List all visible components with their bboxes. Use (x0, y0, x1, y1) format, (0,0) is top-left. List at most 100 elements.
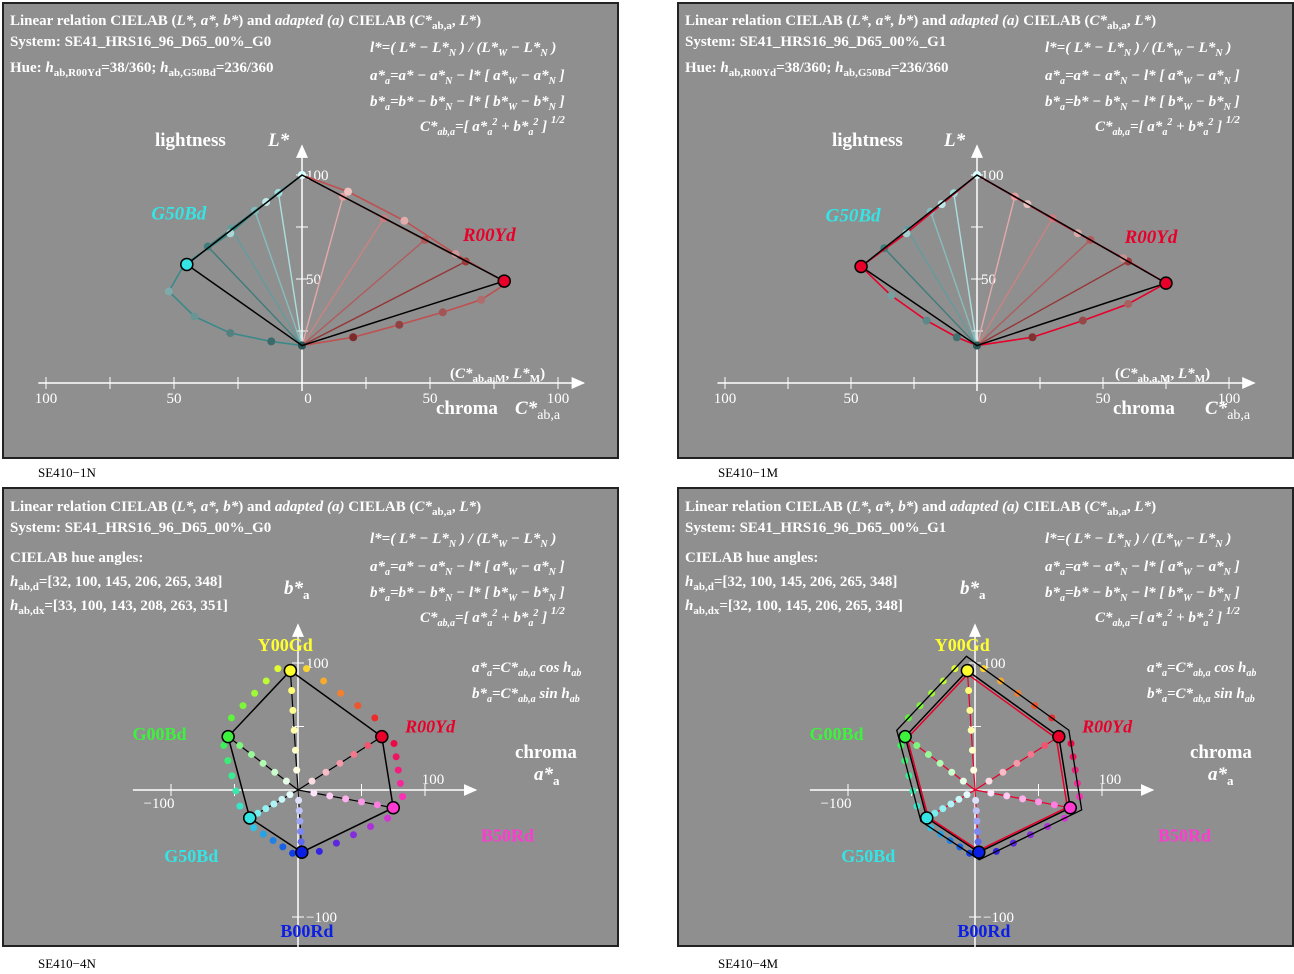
data-point (931, 809, 939, 817)
data-point (400, 216, 409, 225)
data-point (322, 768, 330, 776)
x-tick-label: 100 (35, 391, 58, 407)
x-tick-label: 100 (1218, 391, 1241, 407)
x-tick-label: −100 (144, 796, 175, 812)
cusp-marker (221, 729, 235, 744)
data-point (247, 750, 255, 758)
data-point (295, 796, 303, 804)
data-point (1041, 742, 1049, 750)
data-point (190, 312, 199, 321)
data-point (274, 665, 282, 673)
data-point (965, 687, 973, 695)
data-point (371, 714, 379, 722)
system-label: System: SE41_HRS16_96_D65_00%_G0 (10, 34, 271, 50)
data-point (390, 740, 398, 748)
ab-plane-plot: −100 100 100 −100 R00Yd Y00Gd G00Bd G50Bd B00Rd B… (133, 623, 534, 956)
formula-l: l*=( L* − L*N ) / (L*W − L*N ) (1045, 40, 1231, 59)
data-point (228, 772, 236, 780)
data-point (1078, 316, 1087, 325)
label-b00rd: B00Rd (280, 921, 333, 941)
c-axis-label: C*ab,a (1205, 398, 1251, 423)
data-point (972, 796, 980, 804)
cusp-marker-cyan (180, 257, 194, 272)
y-tick-label: −100 (983, 910, 1014, 926)
lightness-label: lightness (832, 130, 903, 151)
data-point (1013, 759, 1021, 767)
data-point (164, 287, 173, 296)
panel-se410-4n: Linear relation CIELAB (L*, a*, b*) and … (2, 487, 619, 956)
ab-plane-plot: −100 100 100 −100 R00Yd Y00Gd G00Bd G50Bd B00Rd B… (810, 623, 1211, 956)
system-label: System: SE41_HRS16_96_D65_00%_G1 (685, 34, 946, 50)
label-g50bd: G50Bd (164, 846, 218, 866)
x-tick-label: −100 (821, 796, 852, 812)
x-tick-label: 50 (423, 391, 438, 407)
x-tick-label: 50 (167, 391, 182, 407)
data-point (226, 329, 235, 338)
cusp-marker-red (1159, 276, 1173, 290)
data-point (270, 800, 278, 808)
data-point (952, 333, 961, 342)
panel-heading: Linear relation CIELAB (L*, a*, b*) and … (685, 13, 1156, 32)
cusp-marker (375, 729, 389, 744)
lightness-chroma-plot: 100 50 0 50 100 50 100 R00Yd G50Bd (35, 144, 586, 407)
data-point (384, 814, 392, 822)
x-tick-label: 0 (304, 391, 312, 407)
panel-background (2, 487, 619, 947)
data-point (354, 702, 362, 710)
cusp-marker (1052, 729, 1066, 744)
formula-block: l*=( L* − L*N ) / (L*W − L*N ) a*a=a* − … (1045, 40, 1240, 138)
lightness-label: lightness (155, 130, 226, 151)
data-point (970, 766, 978, 774)
data-point (999, 768, 1007, 776)
data-point (290, 726, 298, 734)
data-point (902, 229, 911, 238)
data-point (344, 187, 353, 196)
formula-b-sin: b*a=C*ab,a sin hab (1147, 686, 1255, 705)
data-point (1019, 795, 1027, 803)
cusp-marker (972, 845, 986, 859)
data-point (293, 766, 301, 774)
formula-a: a*a=a* − a*N − l* [ a*W − a*N ] (1045, 68, 1240, 87)
data-point (310, 789, 318, 797)
data-point (262, 677, 270, 685)
data-point (922, 316, 931, 325)
data-point (973, 817, 981, 825)
data-point (948, 768, 956, 776)
data-point (968, 746, 976, 754)
data-point (224, 757, 232, 765)
y-tick-label: 50 (306, 272, 321, 288)
label-b50rd: B50Rd (481, 826, 534, 846)
data-point (236, 802, 244, 810)
b-axis-label: b*a (960, 578, 986, 602)
series-line-red (301, 174, 509, 347)
data-point (203, 242, 212, 251)
data-point (291, 746, 299, 754)
data-point (227, 714, 235, 722)
label-b50rd: B50Rd (1158, 826, 1211, 846)
hue-angles-dx: hab,dx=[32, 100, 145, 206, 265, 348] (685, 598, 903, 617)
data-point (987, 789, 995, 797)
data-point (259, 830, 267, 838)
x-tick-label: 0 (979, 391, 987, 407)
data-point (349, 333, 358, 342)
data-point (320, 677, 328, 685)
data-point (279, 843, 287, 851)
data-point (399, 793, 407, 801)
data-point (315, 847, 323, 855)
panel-heading: Linear relation CIELAB (L*, a*, b*) and … (10, 13, 481, 32)
formula-l: l*=( L* − L*N ) / (L*W − L*N ) (370, 531, 556, 550)
data-point (939, 805, 947, 813)
panel-se410-1m: Linear relation CIELAB (L*, a*, b*) and … (677, 2, 1294, 459)
chroma-label: chroma (1190, 742, 1252, 763)
data-point (358, 798, 365, 806)
cusp-marker (283, 663, 298, 678)
chroma-label: chroma (436, 398, 498, 419)
label-r00yd: R00Yd (1124, 227, 1178, 248)
panel-se410-1n: Linear relation CIELAB (L*, a*, b*) and … (2, 2, 619, 459)
data-point (289, 849, 297, 857)
data-point (337, 689, 345, 697)
data-point (271, 768, 279, 776)
data-point (308, 777, 316, 785)
l-axis-label: L* (267, 130, 290, 151)
